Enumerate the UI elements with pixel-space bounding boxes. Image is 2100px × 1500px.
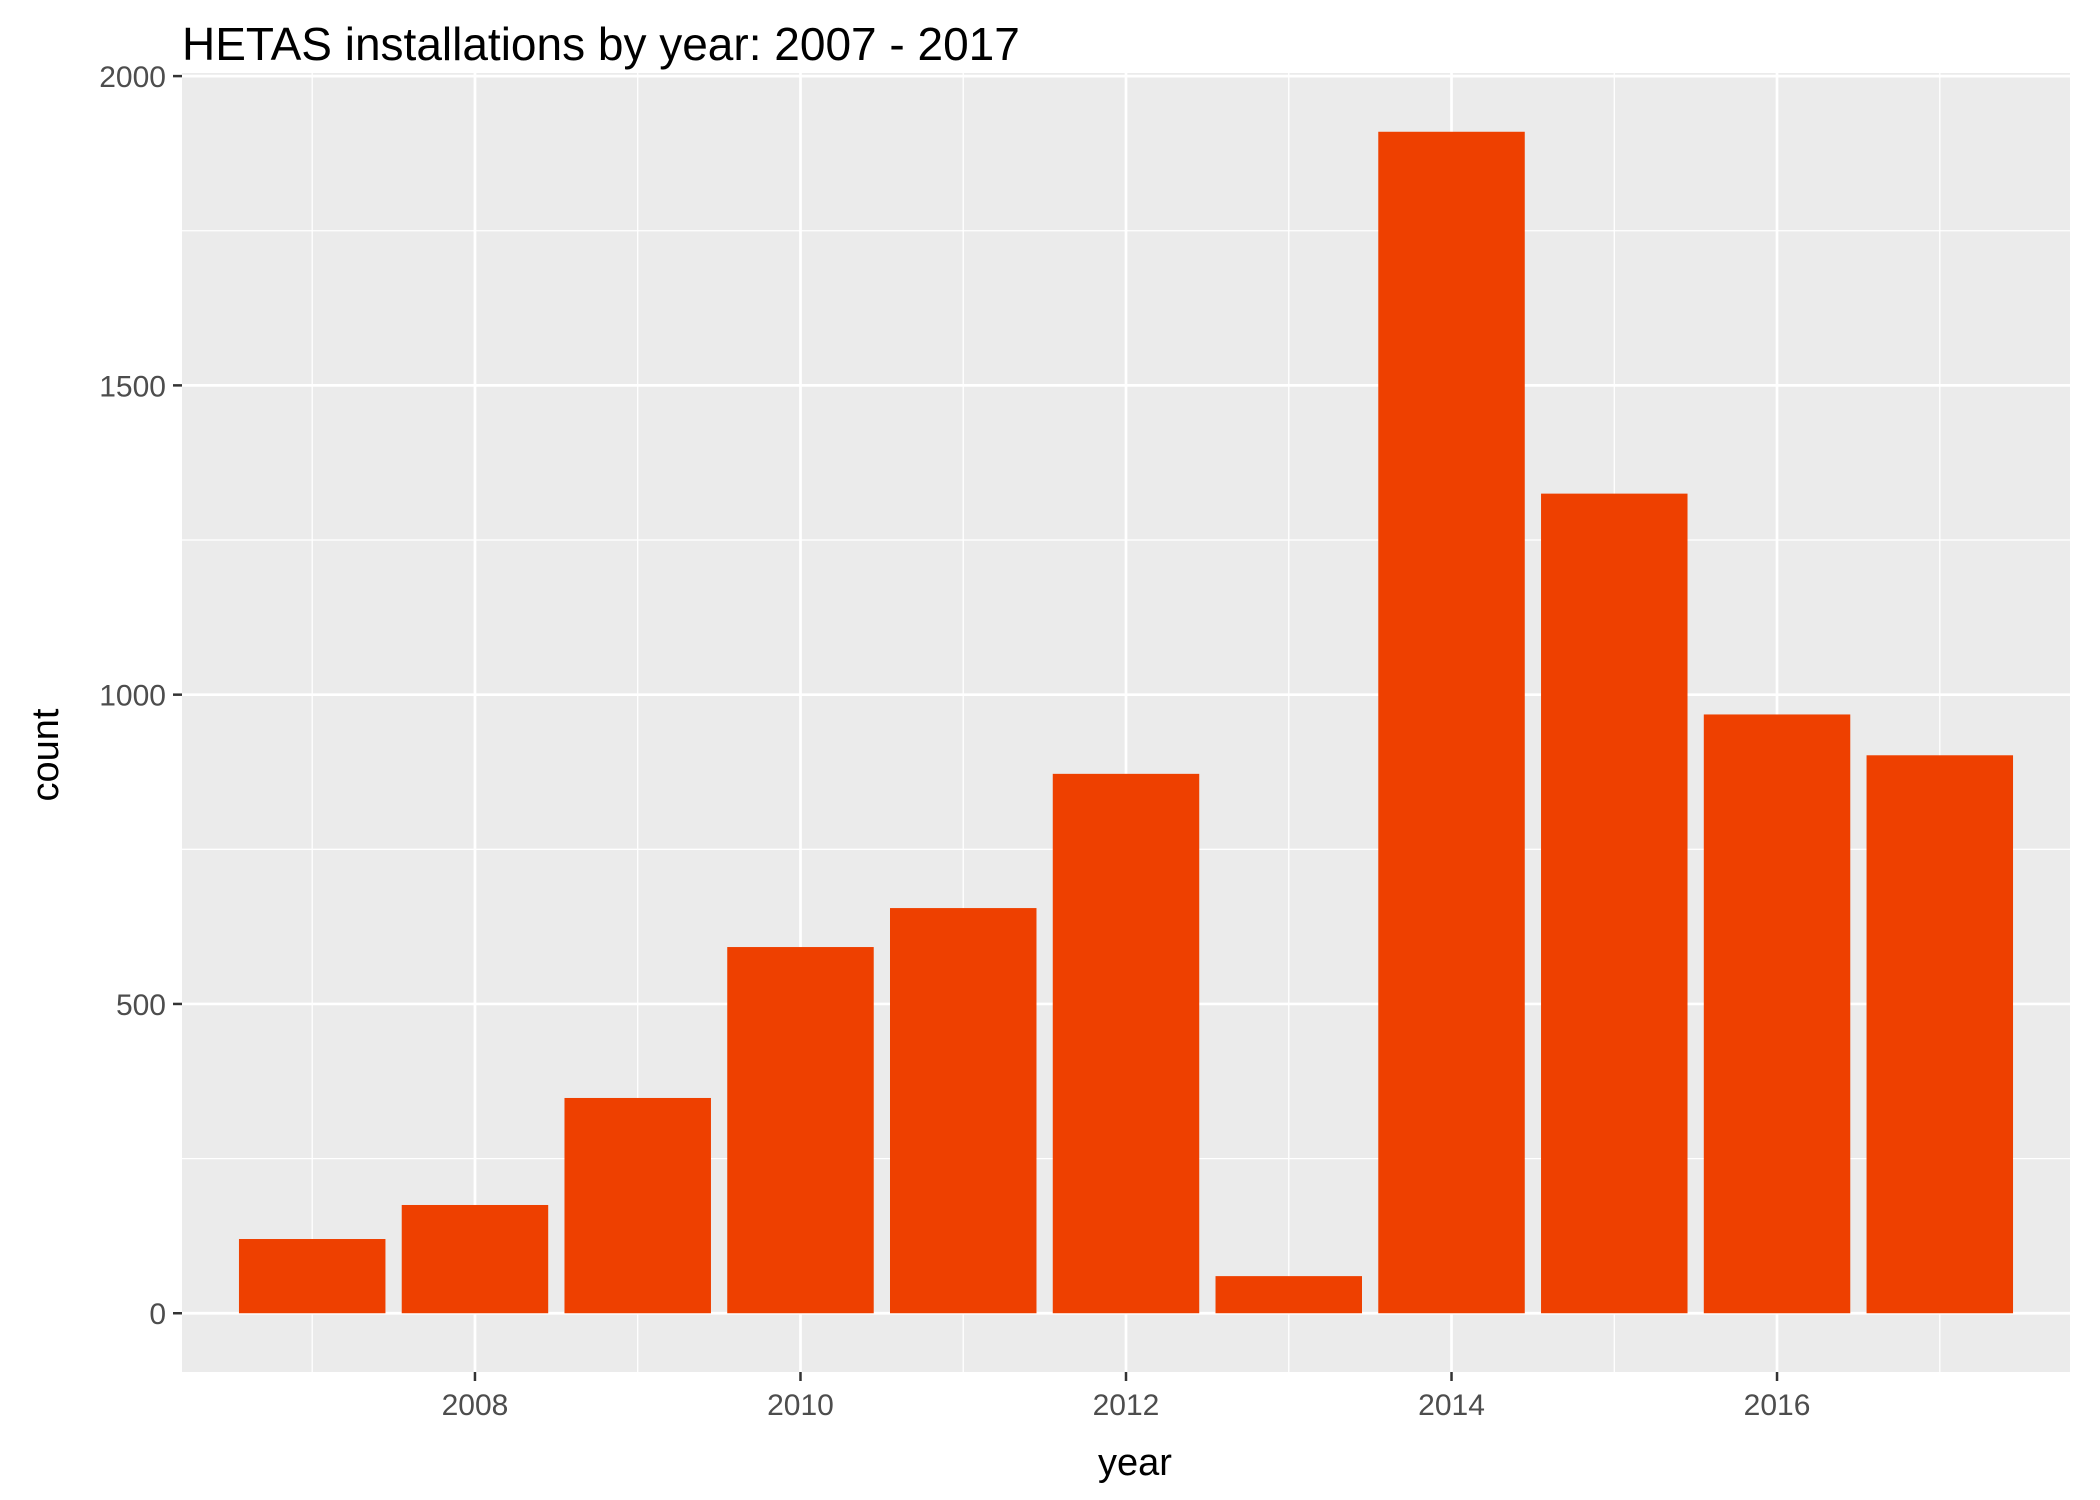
y-tick-label: 1000	[99, 680, 166, 713]
y-tick-label: 1500	[99, 370, 166, 403]
bar-2014	[1378, 131, 1525, 1314]
bar-2015	[1541, 493, 1688, 1314]
chart-title: HETAS installations by year: 2007 - 2017	[182, 18, 1020, 70]
bar-2009	[564, 1097, 711, 1314]
bar-2016	[1703, 714, 1851, 1314]
x-tick-label: 2010	[767, 1389, 834, 1422]
bar-2010	[727, 947, 874, 1314]
y-tick-label: 2000	[99, 61, 166, 94]
bars	[238, 131, 2014, 1314]
x-axis-title: year	[1098, 1442, 1172, 1484]
bar-2007	[238, 1239, 386, 1314]
bar-2011	[890, 908, 1037, 1314]
x-tick-label: 2016	[1744, 1389, 1811, 1422]
y-axis-title: count	[25, 708, 67, 801]
bar-2013	[1215, 1276, 1362, 1314]
y-axis: 0 500 1000 1500 2000	[99, 61, 182, 1331]
x-tick-label: 2012	[1093, 1389, 1160, 1422]
bar-2017	[1866, 755, 2014, 1314]
x-axis: 2008 2010 2012 2014 2016	[442, 1372, 1811, 1422]
y-tick-label: 0	[149, 1298, 166, 1331]
y-tick-label: 500	[116, 989, 166, 1022]
bar-2008	[401, 1204, 549, 1314]
bar-2012	[1052, 773, 1200, 1314]
x-tick-label: 2014	[1418, 1389, 1485, 1422]
x-tick-label: 2008	[442, 1389, 509, 1422]
